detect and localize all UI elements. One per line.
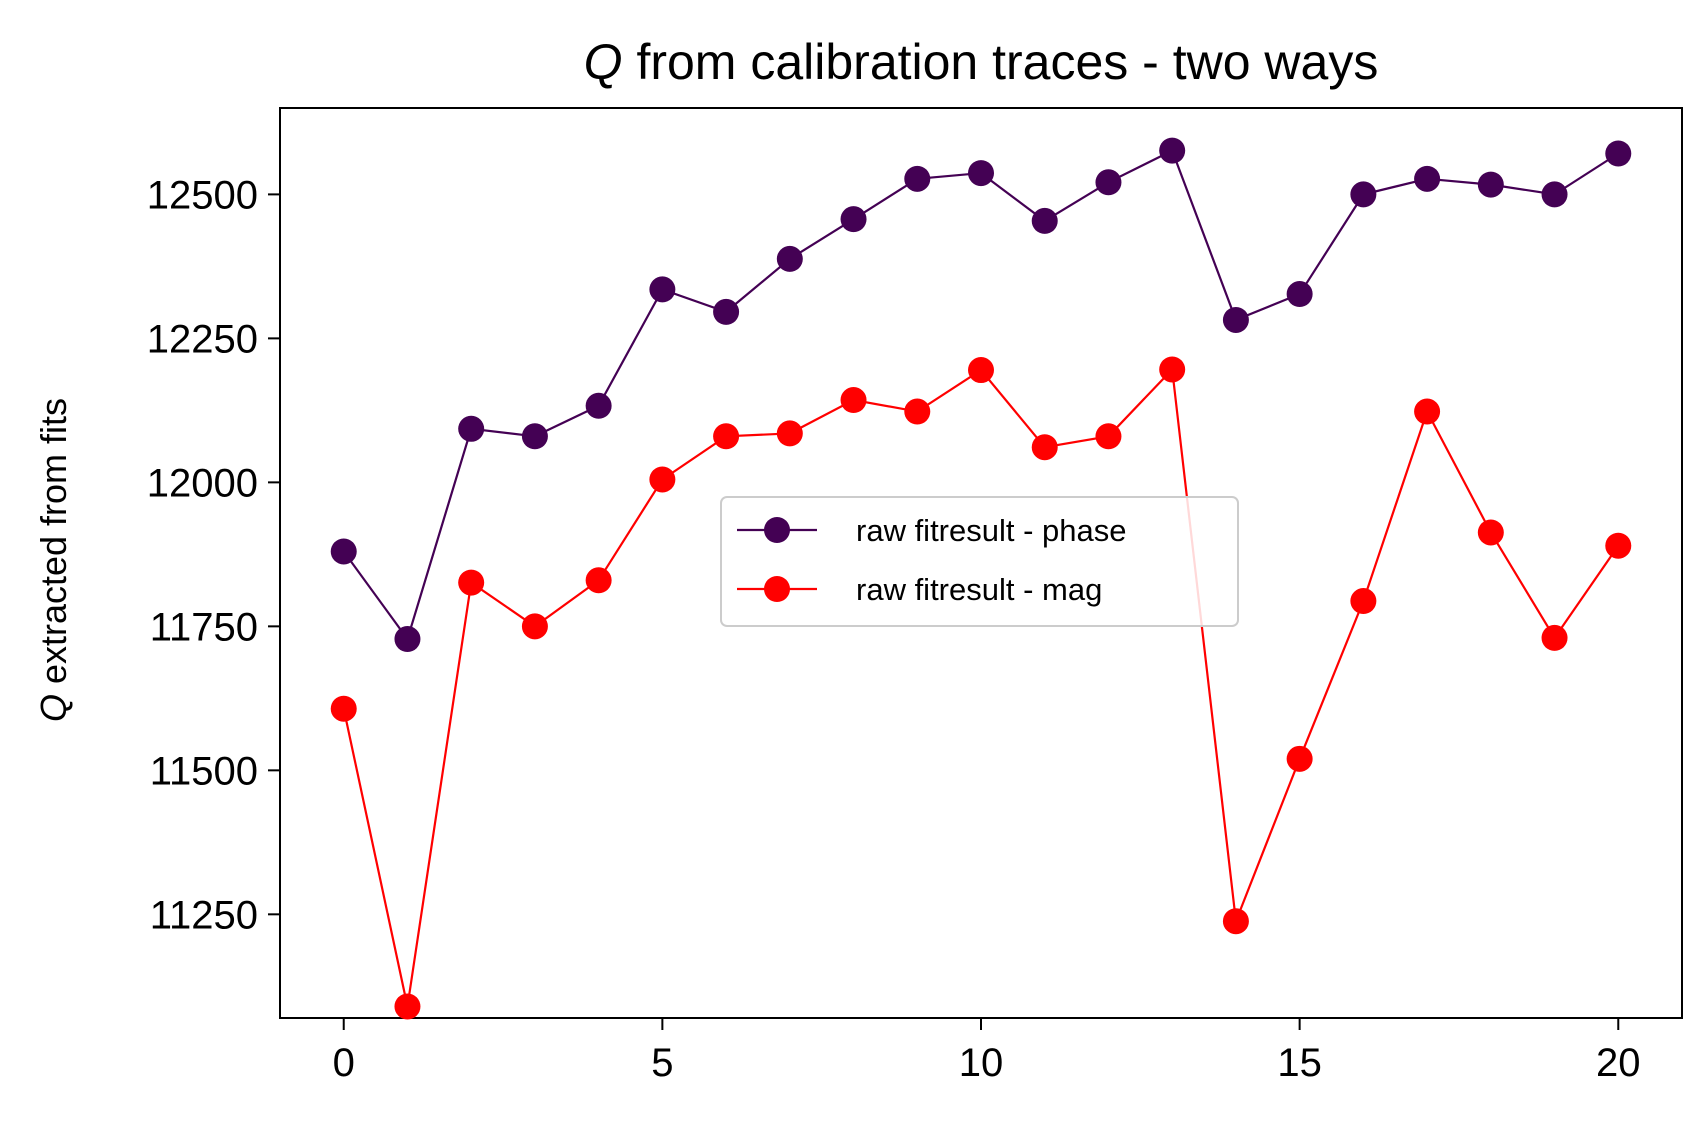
y-tick-label-5: 12500 xyxy=(147,173,258,217)
series-1-point-16 xyxy=(1350,588,1377,615)
series-1-point-11 xyxy=(1031,434,1058,461)
series-0-point-5 xyxy=(649,276,676,303)
chart-title-symbol: Q xyxy=(584,34,623,90)
series-0-point-2 xyxy=(458,415,485,442)
y-axis-ticks: 11250 11500 11750 12000 12250 12500 xyxy=(147,173,280,937)
series-1-point-0 xyxy=(330,695,357,722)
x-tick-label-0: 0 xyxy=(333,1041,355,1085)
series-1-point-12 xyxy=(1095,423,1122,450)
series-1-point-13 xyxy=(1159,356,1186,383)
y-tick-label-0: 11250 xyxy=(150,893,258,937)
series-layer xyxy=(330,137,1632,1020)
y-axis-label: Q extracted from fits xyxy=(33,398,74,722)
x-tick-label-2: 10 xyxy=(959,1041,1004,1085)
series-1-point-14 xyxy=(1222,908,1249,935)
legend: raw fitresult - phase raw fitresult - ma… xyxy=(720,496,1239,627)
series-1-point-8 xyxy=(840,387,867,414)
y-axis-label-group: Q extracted from fits xyxy=(33,398,74,722)
series-1-point-19 xyxy=(1541,624,1568,651)
series-1-point-6 xyxy=(713,423,740,450)
y-tick-label-3: 12000 xyxy=(147,461,258,505)
legend-marker-mag xyxy=(764,576,790,602)
y-tick-label-1: 11500 xyxy=(150,749,258,793)
series-1-point-5 xyxy=(649,466,676,493)
series-1-point-4 xyxy=(585,567,612,594)
series-0-point-14 xyxy=(1222,306,1249,333)
series-0-point-20 xyxy=(1605,140,1632,167)
series-1-point-1 xyxy=(394,993,421,1020)
series-1-point-17 xyxy=(1414,398,1441,425)
legend-box xyxy=(720,496,1239,627)
y-axis-label-text: extracted from fits xyxy=(33,398,74,694)
series-0 xyxy=(330,137,1632,653)
series-0-point-9 xyxy=(904,165,931,192)
legend-label-phase: raw fitresult - phase xyxy=(856,513,1127,548)
series-0-point-3 xyxy=(521,423,548,450)
series-1 xyxy=(330,356,1632,1020)
series-0-point-13 xyxy=(1159,137,1186,164)
series-0-point-15 xyxy=(1286,281,1313,308)
series-1-point-10 xyxy=(968,357,994,384)
series-0-point-1 xyxy=(394,626,421,653)
series-0-point-8 xyxy=(840,206,867,233)
series-line-1 xyxy=(342,367,1620,1007)
series-0-point-19 xyxy=(1541,181,1568,208)
series-0-point-17 xyxy=(1414,165,1441,192)
series-1-point-18 xyxy=(1477,519,1504,546)
legend-marker-phase xyxy=(764,517,790,543)
series-1-point-3 xyxy=(521,613,548,640)
series-1-point-9 xyxy=(904,398,931,425)
x-axis-ticks: 0 5 10 15 20 xyxy=(333,1018,1641,1085)
series-0-point-18 xyxy=(1477,171,1504,198)
x-tick-label-1: 5 xyxy=(651,1041,673,1085)
legend-label-mag: raw fitresult - mag xyxy=(856,572,1102,607)
series-0-point-10 xyxy=(968,160,994,187)
series-1-point-7 xyxy=(776,420,803,447)
y-axis-label-symbol: Q xyxy=(33,694,74,722)
series-0-point-11 xyxy=(1031,207,1058,234)
series-0-point-6 xyxy=(713,298,740,325)
y-tick-label-2: 11750 xyxy=(150,605,258,649)
x-tick-label-4: 20 xyxy=(1596,1041,1641,1085)
chart-title-text: from calibration traces - two ways xyxy=(623,34,1379,90)
series-0-point-7 xyxy=(776,245,803,272)
series-0-point-12 xyxy=(1095,169,1122,196)
y-tick-label-4: 12250 xyxy=(147,317,258,361)
x-tick-label-3: 15 xyxy=(1277,1041,1322,1085)
series-0-point-4 xyxy=(585,392,612,419)
series-1-point-20 xyxy=(1605,532,1632,559)
series-1-point-15 xyxy=(1286,745,1313,772)
chart-title: Q from calibration traces - two ways xyxy=(584,34,1379,90)
series-0-point-16 xyxy=(1350,181,1377,208)
series-1-point-2 xyxy=(458,569,485,596)
series-0-point-0 xyxy=(330,538,357,565)
